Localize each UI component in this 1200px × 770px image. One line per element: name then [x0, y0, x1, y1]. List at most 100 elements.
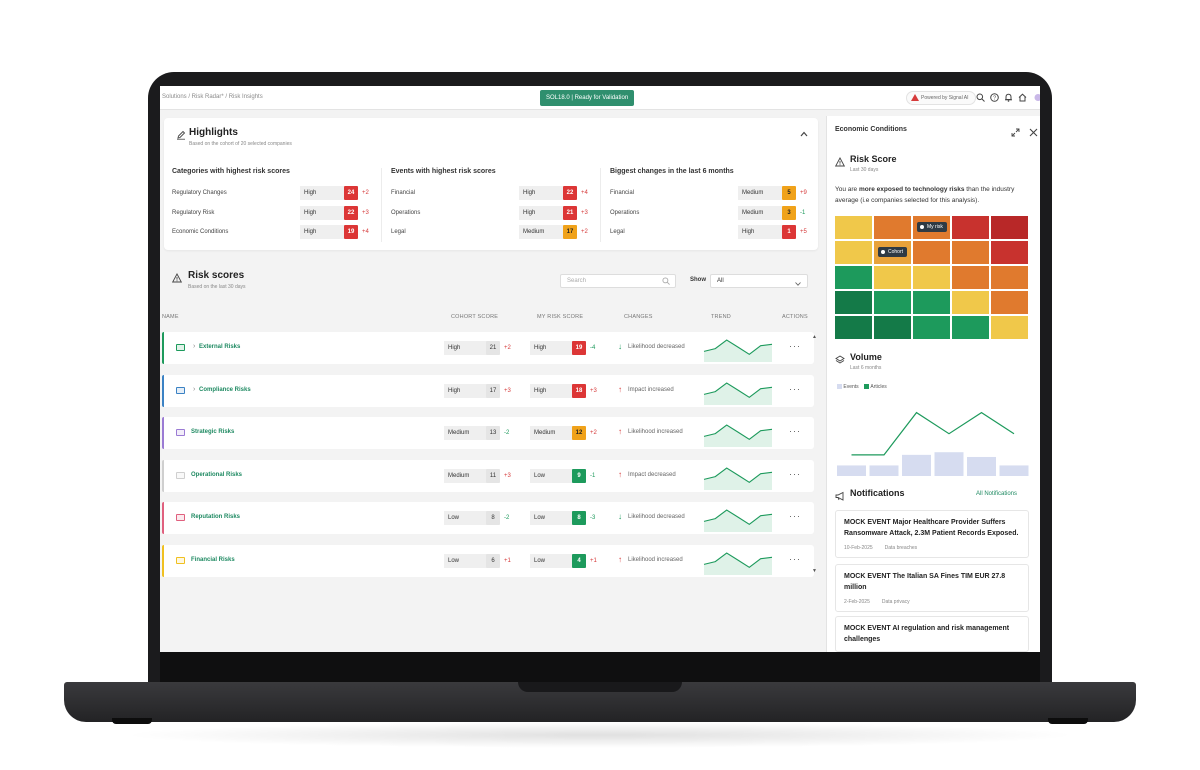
highlight-row-label[interactable]: Legal [610, 229, 625, 235]
more-actions-icon[interactable]: ··· [789, 511, 801, 521]
risk-name-link[interactable]: Reputation Risks [191, 514, 241, 520]
my-risk-label: My risk [927, 224, 943, 230]
my-risk-score-badge: 4 [572, 553, 586, 568]
notification-title: MOCK EVENT The Italian SA Fines TIM EUR … [844, 573, 1006, 591]
laptop-foot-left [112, 718, 152, 724]
risk-name-link[interactable]: Compliance Risks [199, 386, 251, 393]
column-header-name[interactable]: NAME [162, 314, 179, 320]
scroll-up-arrow[interactable]: ▲ [812, 334, 817, 340]
user-avatar-icon[interactable] [1032, 93, 1040, 102]
notification-card[interactable]: MOCK EVENT AI regulation and risk manage… [835, 616, 1029, 652]
cohort-score-badge: 13 [486, 426, 500, 440]
cohort-score-badge: 6 [486, 553, 500, 568]
risk-scores-subtitle: Based on the last 30 days [188, 284, 246, 290]
home-icon[interactable] [1018, 93, 1027, 102]
powered-by-badge[interactable]: Powered by Signal AI [906, 91, 976, 105]
trend-sparkline [703, 509, 773, 532]
more-actions-icon[interactable]: ··· [789, 468, 801, 479]
collapse-chevron-up-icon[interactable] [800, 130, 808, 139]
powered-by-label: Powered by Signal AI [921, 95, 969, 101]
highlight-row-label[interactable]: Economic Conditions [172, 229, 229, 235]
search-placeholder: Search [567, 278, 587, 284]
heatmap-cell [835, 216, 872, 239]
highlights-title: Highlights [189, 127, 238, 138]
scroll-down-arrow[interactable]: ▼ [812, 568, 817, 574]
chevron-right-icon[interactable]: › [193, 343, 196, 350]
my-risk-score-badge: 8 [572, 511, 586, 525]
table-row[interactable]: › Compliance Risks High 17 +3 High 18 +3 ↑ Impact… [162, 374, 814, 407]
risk-text-emphasis: more exposed to technology risks [858, 186, 965, 193]
notification-date: 10-Feb-2025 [844, 545, 873, 551]
help-icon[interactable]: ? [990, 93, 999, 102]
events-bar [837, 465, 866, 476]
risk-text-post: than the industry average (i.e companies… [835, 186, 1015, 204]
highlight-row-label[interactable]: Financial [610, 190, 635, 196]
highlight-score-badge: 24 [344, 186, 358, 200]
chevron-right-icon[interactable]: › [193, 385, 196, 393]
more-actions-icon[interactable]: ··· [789, 383, 801, 394]
heatmap-cell [991, 241, 1028, 264]
table-row[interactable]: Operational Risks Medium 11 +3 Low 9 -1 ↑ Impact… [162, 459, 814, 492]
highlight-row-label[interactable]: Regulatory Changes [172, 190, 227, 196]
column-header-cohort-score[interactable]: COHORT SCORE [451, 314, 499, 320]
my-risk-marker[interactable]: My risk [917, 222, 947, 232]
risk-name-link[interactable]: Financial Risks [191, 556, 235, 563]
more-actions-icon[interactable]: ··· [789, 426, 801, 436]
highlight-row-label[interactable]: Operations [391, 209, 421, 216]
notification-card[interactable]: MOCK EVENT The Italian SA Fines TIM EUR … [835, 564, 1029, 612]
highlight-risk-level: High [519, 186, 563, 200]
side-panel-title: Economic Conditions [835, 126, 907, 133]
my-risk-score-badge: 9 [572, 468, 586, 483]
more-actions-icon[interactable]: ··· [789, 553, 801, 564]
breadcrumb[interactable]: Solutions / Risk Radar* / Risk Insights [162, 94, 263, 100]
column-header-my-risk-score[interactable]: MY RISK SCORE [537, 314, 584, 320]
search-input[interactable]: Search [560, 274, 676, 288]
cohort-score-badge: 17 [486, 383, 500, 398]
trend-line [703, 551, 773, 568]
bell-icon[interactable] [1004, 93, 1013, 102]
highlight-row-label[interactable]: Legal [391, 229, 406, 235]
expand-icon[interactable] [1011, 124, 1020, 142]
highlight-row-label[interactable]: Financial [391, 190, 416, 196]
highlight-row-label[interactable]: Regulatory Risk [172, 209, 215, 216]
heatmap-cell [952, 316, 989, 339]
table-row[interactable]: Strategic Risks Medium 13 -2 Medium 12 +2 ↑ Like… [162, 417, 814, 449]
table-row[interactable]: Reputation Risks Low 8 -2 Low 8 -3 ↓ Likelihood … [162, 502, 814, 534]
notification-meta: 10-Feb-2025 Data breaches [844, 545, 1020, 551]
close-icon[interactable] [1029, 124, 1038, 142]
chevron-down-icon [795, 279, 801, 291]
heatmap-cell [991, 266, 1028, 289]
top-bar: Solutions / Risk Radar* / Risk Insights … [160, 86, 1040, 110]
folder-icon [176, 429, 185, 436]
show-filter-select[interactable]: All [710, 274, 808, 288]
risk-name-link[interactable]: Operational Risks [191, 471, 243, 478]
highlight-row-label[interactable]: Operations [610, 209, 640, 216]
row-accent-bar [162, 374, 164, 407]
notification-card[interactable]: MOCK EVENT Major Healthcare Provider Suf… [835, 510, 1029, 558]
edit-pencil-icon [176, 127, 186, 145]
articles-line [851, 411, 1015, 456]
more-actions-icon[interactable]: ··· [789, 341, 801, 351]
column-header-actions: ACTIONS [782, 314, 808, 320]
table-row[interactable]: Financial Risks Low 6 +1 Low 4 +1 ↑ Likelihood i… [162, 544, 814, 577]
row-accent-bar [162, 544, 164, 577]
risk-name-link[interactable]: External Risks [199, 344, 241, 350]
highlight-risk-level: High [300, 205, 344, 220]
volume-chart [837, 411, 1029, 476]
heatmap-cell [913, 316, 950, 339]
table-row[interactable]: › External Risks High 21 +2 High 19 -4 ↓ Likeliho… [162, 332, 814, 364]
column-header-changes[interactable]: CHANGES [624, 314, 653, 320]
trend-sparkline [703, 424, 773, 447]
my-risk-level: Low [530, 553, 576, 568]
search-icon[interactable] [976, 93, 985, 102]
trend-line [703, 339, 773, 355]
risk-score-description: You are more exposed to technology risks… [835, 184, 1035, 206]
volume-title: Volume [850, 352, 882, 362]
heatmap-cell [952, 291, 989, 314]
risk-name-link[interactable]: Strategic Risks [191, 429, 235, 435]
column-header-trend[interactable]: TREND [711, 314, 731, 320]
cohort-level: High [444, 341, 490, 355]
cohort-marker[interactable]: Cohort [878, 247, 908, 257]
all-notifications-link[interactable]: All Notifications [976, 491, 1018, 497]
